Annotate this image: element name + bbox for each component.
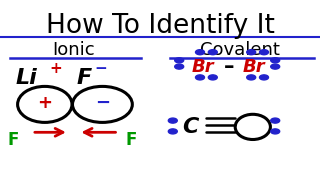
Text: Br: Br — [192, 58, 214, 76]
Circle shape — [271, 58, 280, 63]
Circle shape — [271, 118, 280, 123]
Circle shape — [208, 50, 217, 55]
Circle shape — [175, 58, 184, 63]
Circle shape — [260, 50, 268, 55]
Text: +: + — [37, 94, 52, 112]
Circle shape — [247, 75, 256, 80]
Circle shape — [271, 64, 280, 69]
Text: Br: Br — [243, 58, 266, 76]
Text: Covalent: Covalent — [200, 41, 280, 59]
Text: F: F — [125, 131, 137, 149]
Text: −: − — [95, 94, 110, 112]
Circle shape — [271, 129, 280, 134]
Text: How To Identify It: How To Identify It — [45, 13, 275, 39]
Text: +: + — [50, 61, 62, 76]
Text: F: F — [7, 131, 19, 149]
Text: C: C — [182, 117, 199, 137]
Circle shape — [208, 75, 217, 80]
Text: −: − — [94, 61, 107, 76]
Circle shape — [247, 50, 256, 55]
Circle shape — [196, 75, 204, 80]
Circle shape — [168, 129, 177, 134]
Circle shape — [260, 75, 268, 80]
Text: F: F — [77, 68, 92, 88]
Circle shape — [175, 64, 184, 69]
Text: –: – — [224, 57, 234, 78]
Circle shape — [196, 50, 204, 55]
Circle shape — [168, 118, 177, 123]
Text: Ionic: Ionic — [52, 41, 95, 59]
Text: Li: Li — [16, 68, 38, 88]
